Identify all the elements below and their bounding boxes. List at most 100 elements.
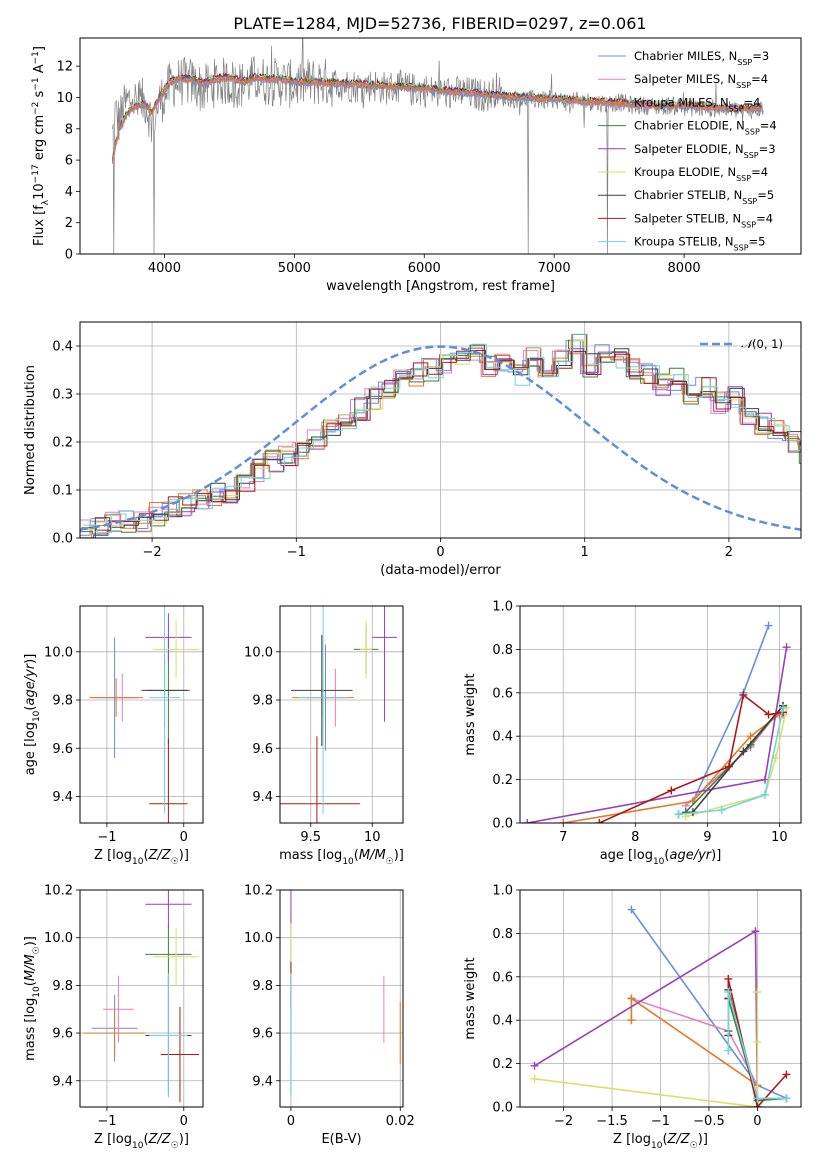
errorbar-8 xyxy=(280,736,360,823)
x-tick-label: 5000 xyxy=(278,261,311,276)
x-axis-label: E(B-V) xyxy=(321,1132,361,1147)
label-part: )] xyxy=(394,848,404,863)
label-part: M/M xyxy=(23,954,38,981)
legend-sub: SSP xyxy=(736,81,751,90)
y-tick-label: 9.6 xyxy=(52,742,73,757)
residual-histogram-3 xyxy=(80,353,801,538)
label-part: ( xyxy=(354,848,359,863)
legend-count: =4 xyxy=(751,165,768,179)
residual-histogram-1 xyxy=(80,340,801,536)
y-tick-label: 0.1 xyxy=(52,484,73,499)
label-part: mass weight xyxy=(463,957,478,1039)
x-tick-label: 1 xyxy=(581,545,589,560)
label-part: 10 xyxy=(132,1141,144,1151)
x-tick-label: 9.5 xyxy=(300,830,321,845)
label-part: )] xyxy=(23,936,38,946)
observed-spectrum xyxy=(112,38,764,254)
label-part: 10 xyxy=(32,986,42,998)
errorbar-9 xyxy=(149,973,188,1098)
y-tick-label: 9.4 xyxy=(52,1074,73,1089)
y-tick-label: 9.8 xyxy=(252,694,273,709)
y-tick-label: 0 xyxy=(65,248,73,263)
weight-marker xyxy=(595,819,604,823)
errorbar-5 xyxy=(145,890,192,929)
residuals-panel: −2 −1 0 1 2 0.0 0.1 0.2 0.3 0.4 (data-model)/error… xyxy=(23,321,802,578)
weight-marker xyxy=(764,621,773,630)
y-tick-label: 1.0 xyxy=(492,600,513,615)
legend-text: Kroupa STELIB, N xyxy=(634,235,734,249)
label-part: Z/Z xyxy=(667,1132,691,1147)
label-part: (data-model)/error xyxy=(380,563,501,578)
label-part: age [log xyxy=(23,722,38,775)
legend-sub: SSP xyxy=(745,127,760,136)
x-tick-label: 7000 xyxy=(538,261,571,276)
weight-marker xyxy=(724,762,733,771)
errorbar-6 xyxy=(153,620,200,679)
y-axis-label: Normed distribution xyxy=(23,365,38,495)
label-part: )] xyxy=(179,1132,189,1147)
weight-marker xyxy=(724,1046,733,1055)
y-tick-label: 0.2 xyxy=(52,436,73,451)
label-part: −1 xyxy=(31,77,41,90)
label-part: )] xyxy=(23,654,38,664)
y-tick-label: 10.0 xyxy=(244,931,273,946)
weight-marker xyxy=(674,810,683,819)
y-tick-label: 1.0 xyxy=(492,884,513,899)
spectrum-frame xyxy=(79,37,802,255)
weight-marker xyxy=(782,1070,791,1079)
weight-vs-Z-frame xyxy=(519,889,802,1108)
weight-marker xyxy=(724,987,733,996)
age-vs-Z-marks xyxy=(89,606,200,823)
legend-sub: SSP xyxy=(737,58,752,67)
y-tick-label: 12 xyxy=(56,60,73,75)
legend-text: Chabrier ELODIE, N xyxy=(634,119,745,133)
x-tick-label: −1 xyxy=(651,1114,670,1129)
legend-label-8: Salpeter STELIB, NSSP=4 xyxy=(634,211,773,229)
errorbar-6 xyxy=(153,928,200,986)
legend-count: =5 xyxy=(749,235,766,249)
label-part: Z/Z xyxy=(148,848,172,863)
y-tick-label: 9.6 xyxy=(252,742,273,757)
errorbar-6 xyxy=(359,620,373,679)
label-part: ( xyxy=(23,981,38,986)
residual-histogram-4 xyxy=(80,339,801,535)
x-tick-label: −2 xyxy=(143,545,162,560)
weight-marker xyxy=(782,1094,791,1103)
label-part: age [log xyxy=(600,848,653,863)
x-tick-label: 4000 xyxy=(148,261,181,276)
weight-series-6 xyxy=(534,992,759,1107)
y-tick-label: 9.8 xyxy=(52,694,73,709)
label-part: mass weight xyxy=(463,673,478,755)
legend-text: Salpeter MILES, N xyxy=(634,72,736,86)
x-tick-label: 2 xyxy=(725,545,733,560)
model-spectrum-3 xyxy=(112,73,763,163)
y-tick-label: 9.8 xyxy=(52,979,73,994)
label-part: ( xyxy=(23,706,38,711)
y-tick-label: 0.6 xyxy=(492,686,513,701)
y-tick-label: 9.6 xyxy=(252,1027,273,1042)
weight-marker xyxy=(627,1016,636,1025)
spectrum-panel: 4000 5000 6000 7000 8000 0 2 4 6 8 10 12 wavelength … xyxy=(31,37,802,294)
y-axis-label: mass [log10(M/M☉)] xyxy=(23,936,42,1061)
legend-count: =4 xyxy=(760,119,777,133)
y-axis-label: mass weight xyxy=(463,957,478,1039)
weight-marker xyxy=(739,690,748,699)
y-tick-label: 0.0 xyxy=(492,817,513,832)
weight-marker xyxy=(559,819,568,823)
residual-histogram-9 xyxy=(82,333,801,533)
errorbar-3 xyxy=(83,1009,146,1057)
legend-label-6: Kroupa ELODIE, NSSP=4 xyxy=(634,165,768,183)
x-tick-label: 6000 xyxy=(408,261,441,276)
weight-vs-age-marks xyxy=(523,621,791,823)
label-part: erg cm xyxy=(32,115,47,164)
label-part: mass [log xyxy=(23,998,38,1061)
residual-histogram-6 xyxy=(80,340,801,533)
y-tick-label: 0.2 xyxy=(492,773,513,788)
legend-label-9: Kroupa STELIB, NSSP=5 xyxy=(634,235,765,253)
y-tick-label: 0.6 xyxy=(492,970,513,985)
legend-count: =4 xyxy=(744,95,761,109)
residuals-marks xyxy=(80,333,801,538)
y-tick-label: 10.0 xyxy=(44,645,73,660)
errorbar-8 xyxy=(160,1006,200,1103)
